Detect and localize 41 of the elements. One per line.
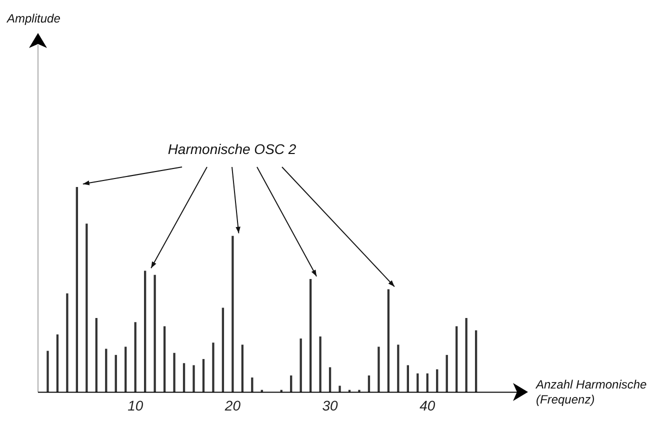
bar — [144, 270, 146, 392]
bar — [46, 350, 49, 392]
bar — [300, 338, 302, 392]
bar — [173, 352, 176, 392]
bar — [134, 322, 136, 392]
bar — [202, 359, 205, 392]
bar — [124, 346, 127, 392]
bar — [76, 187, 78, 392]
x-tick-label: 10 — [128, 397, 144, 414]
bar — [182, 363, 186, 392]
bar — [105, 348, 108, 392]
bar — [456, 326, 458, 392]
bar — [114, 354, 117, 392]
bar — [163, 326, 166, 392]
bar — [338, 386, 341, 392]
bar — [192, 365, 195, 392]
bar — [86, 224, 88, 392]
text: Harmonische OSC 2 — [168, 140, 296, 157]
bar — [222, 308, 224, 392]
bar — [397, 344, 400, 392]
bar — [328, 367, 332, 392]
bar — [56, 334, 59, 392]
bar — [378, 346, 380, 392]
bar — [474, 330, 478, 392]
bar — [309, 279, 312, 392]
x-tick-label: 20 — [224, 397, 241, 414]
bar — [465, 318, 468, 392]
bar — [212, 342, 214, 392]
bar — [95, 318, 98, 392]
bar — [154, 274, 156, 392]
bar — [406, 365, 409, 392]
bar — [387, 289, 390, 392]
bar — [241, 344, 244, 392]
text: Amplitude — [6, 11, 61, 26]
x-axis-title: Anzahl Harmonische (Frequenz) — [535, 378, 648, 407]
bar — [232, 236, 234, 392]
bar — [446, 354, 448, 392]
x-tick-label: 30 — [322, 397, 338, 414]
x-tick-label: 40 — [420, 397, 436, 414]
bar — [66, 293, 68, 392]
bar — [319, 336, 322, 392]
